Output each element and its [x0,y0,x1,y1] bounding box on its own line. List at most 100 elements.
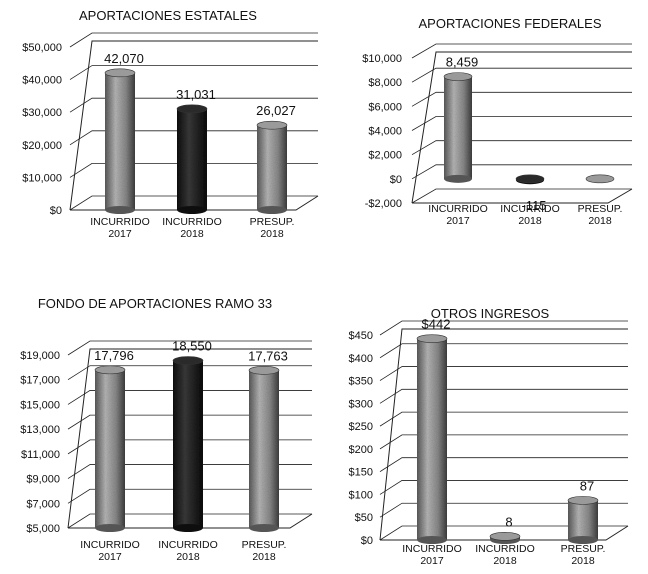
plot-floor [380,525,629,541]
gridline [411,164,632,180]
data-label: 87 [580,478,594,493]
bar [443,72,473,183]
chart-aportaciones-federales: APORTACIONES FEDERALES -$2,000 $0 $2,000 $4… [362,16,633,227]
plot-floor [412,188,633,204]
gridline [379,366,628,381]
gridline [411,67,632,83]
gridline [379,434,628,450]
y-tick-label: $19,000 [20,350,60,362]
bar [585,174,615,184]
plot-floor [70,195,319,211]
gridline [69,195,318,211]
chart-title: APORTACIONES ESTATALES [79,8,257,23]
gridline [69,65,318,80]
x-tick-label: INCURRIDO [475,543,535,555]
data-label: 17,763 [248,348,288,363]
data-label: 17,796 [94,348,134,363]
y-tick-label: $100 [349,489,373,501]
gridline [411,140,632,156]
y-tick-label: $10,000 [22,172,62,184]
bar [515,174,545,185]
y-tick-label: $0 [390,174,402,186]
gridline [411,116,632,131]
y-tick-label: $450 [349,330,373,342]
gridline [67,513,312,529]
chart-otros-ingresos: OTROS INGRESOS $0 $50 $100 $150 $200 $250 $300… [349,306,629,567]
gridline [379,388,628,404]
data-label: 18,550 [172,339,212,354]
data-label: 8,459 [446,55,479,70]
y-tick-label: $0 [50,205,62,217]
x-tick-label: 2017 [420,555,444,567]
gridline [411,43,632,59]
gridline [69,97,318,113]
bar [416,334,448,544]
bar [489,532,521,544]
x-tick-label: 2018 [180,228,204,240]
bar [567,496,599,544]
x-tick-label: INCURRIDO [428,203,488,215]
gridline [379,480,628,495]
gridline [69,130,318,146]
x-tick-label: 2017 [446,215,470,227]
gridline [379,502,628,518]
gridline [379,320,628,336]
x-tick-label: INCURRIDO [500,203,560,215]
y-tick-label: $2,000 [368,150,402,162]
y-tick-label: $350 [349,376,373,388]
chart-title: FONDO DE APORTACIONES RAMO 33 [38,296,272,311]
plot-frame [379,328,628,541]
gridline [67,340,312,356]
y-tick-label: $9,000 [26,474,60,486]
y-tick-label: $300 [349,398,373,410]
x-tick-label: INCURRIDO [158,539,218,551]
x-tick-label: INCURRIDO [90,216,150,228]
data-label: 31,031 [176,87,216,102]
x-tick-label: 2018 [252,551,276,563]
gridline [67,390,312,405]
y-tick-label: $6,000 [368,101,402,113]
y-tick-label: -$2,000 [365,198,402,210]
x-tick-label: PRESUP. [242,539,287,551]
bar [256,120,288,214]
plot-frame [67,348,312,529]
data-label: 42,070 [104,51,144,66]
y-tick-label: $15,000 [20,399,60,411]
y-tick-label: $5,000 [26,523,60,535]
chart-title: APORTACIONES FEDERALES [418,16,601,31]
y-tick-label: $11,000 [21,449,60,461]
x-tick-label: 2018 [176,551,200,563]
y-tick-label: $200 [349,444,373,456]
data-label: $442 [422,317,451,332]
bar [94,365,126,532]
data-label: 8 [505,514,512,529]
y-tick-label: $7,000 [26,498,60,510]
y-tick-label: $150 [349,467,373,479]
plot-floor [68,513,313,529]
x-tick-label: 2018 [260,228,284,240]
data-label: 26,027 [256,103,296,118]
gridline [379,343,628,359]
gridline [379,457,628,473]
x-tick-label: PRESUP. [578,203,623,215]
x-tick-label: 2017 [98,551,122,563]
bar [176,104,208,214]
gridline [67,414,312,430]
x-tick-label: 2018 [571,555,595,567]
bar [104,68,136,214]
y-tick-label: $30,000 [22,107,62,119]
y-tick-label: $20,000 [22,140,62,152]
gridline [69,163,318,178]
y-tick-label: $0 [361,535,373,547]
gridline [67,365,312,381]
x-tick-label: 2018 [588,215,612,227]
y-tick-label: $17,000 [20,375,60,387]
x-tick-label: INCURRIDO [162,216,222,228]
x-tick-label: PRESUP. [561,543,606,555]
gridline [379,525,628,541]
gridline [411,91,632,107]
data-label: -115 [521,198,546,213]
x-tick-label: 2018 [518,215,542,227]
y-tick-label: $13,000 [20,424,60,436]
